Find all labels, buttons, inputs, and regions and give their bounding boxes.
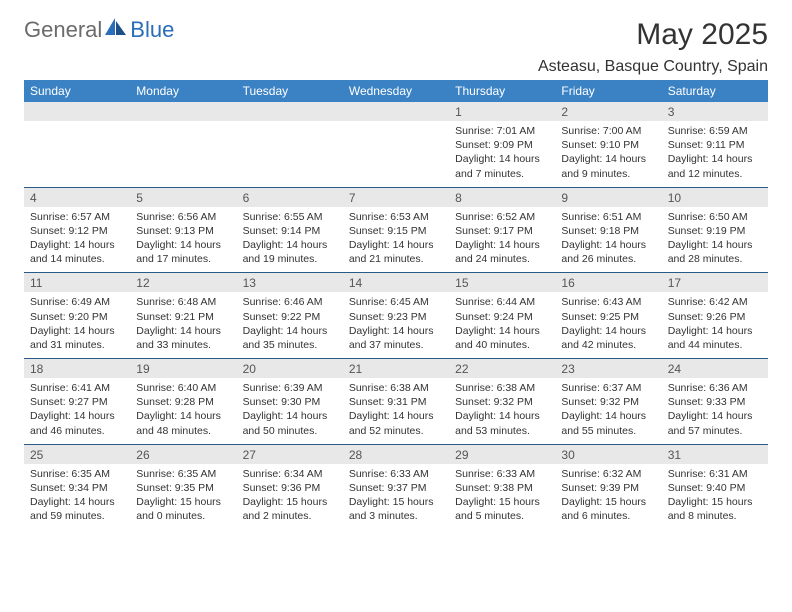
day-detail: Sunrise: 6:38 AM Sunset: 9:32 PM Dayligh… — [449, 378, 555, 444]
weekday-sat: Saturday — [662, 80, 768, 102]
day-detail: Sunrise: 6:55 AM Sunset: 9:14 PM Dayligh… — [237, 207, 343, 273]
day-detail: Sunrise: 6:39 AM Sunset: 9:30 PM Dayligh… — [237, 378, 343, 444]
day-detail: Sunrise: 6:41 AM Sunset: 9:27 PM Dayligh… — [24, 378, 130, 444]
day-number — [24, 102, 130, 121]
day-detail: Sunrise: 6:51 AM Sunset: 9:18 PM Dayligh… — [555, 207, 661, 273]
location-text: Asteasu, Basque Country, Spain — [24, 58, 768, 76]
day-number: 7 — [343, 188, 449, 207]
day-detail: Sunrise: 6:44 AM Sunset: 9:24 PM Dayligh… — [449, 292, 555, 358]
day-detail: Sunrise: 6:43 AM Sunset: 9:25 PM Dayligh… — [555, 292, 661, 358]
detail-row: Sunrise: 6:57 AM Sunset: 9:12 PM Dayligh… — [24, 207, 768, 273]
day-detail: Sunrise: 6:46 AM Sunset: 9:22 PM Dayligh… — [237, 292, 343, 358]
weekday-fri: Friday — [555, 80, 661, 102]
detail-row: Sunrise: 6:35 AM Sunset: 9:34 PM Dayligh… — [24, 464, 768, 530]
day-number: 3 — [662, 102, 768, 121]
day-number: 27 — [237, 445, 343, 464]
day-number: 13 — [237, 273, 343, 292]
day-number: 14 — [343, 273, 449, 292]
daynum-row: 45678910 — [24, 188, 768, 207]
day-number: 18 — [24, 359, 130, 378]
day-detail — [343, 121, 449, 187]
day-detail — [130, 121, 236, 187]
day-number — [343, 102, 449, 121]
day-number: 19 — [130, 359, 236, 378]
day-number: 9 — [555, 188, 661, 207]
day-detail: Sunrise: 6:32 AM Sunset: 9:39 PM Dayligh… — [555, 464, 661, 530]
detail-row: Sunrise: 6:41 AM Sunset: 9:27 PM Dayligh… — [24, 378, 768, 444]
day-number: 5 — [130, 188, 236, 207]
day-number: 12 — [130, 273, 236, 292]
day-detail: Sunrise: 6:42 AM Sunset: 9:26 PM Dayligh… — [662, 292, 768, 358]
day-number: 24 — [662, 359, 768, 378]
weekday-header: Sunday Monday Tuesday Wednesday Thursday… — [24, 80, 768, 102]
weekday-thu: Thursday — [449, 80, 555, 102]
day-number — [130, 102, 236, 121]
page-title: May 2025 — [636, 18, 768, 52]
day-number: 15 — [449, 273, 555, 292]
day-detail: Sunrise: 6:45 AM Sunset: 9:23 PM Dayligh… — [343, 292, 449, 358]
day-detail: Sunrise: 6:56 AM Sunset: 9:13 PM Dayligh… — [130, 207, 236, 273]
day-detail: Sunrise: 6:35 AM Sunset: 9:34 PM Dayligh… — [24, 464, 130, 530]
daynum-row: 11121314151617 — [24, 273, 768, 292]
day-number: 2 — [555, 102, 661, 121]
day-number: 10 — [662, 188, 768, 207]
day-number: 16 — [555, 273, 661, 292]
day-detail: Sunrise: 7:00 AM Sunset: 9:10 PM Dayligh… — [555, 121, 661, 187]
weekday-sun: Sunday — [24, 80, 130, 102]
brand-logo: General Blue — [24, 18, 174, 41]
day-number: 20 — [237, 359, 343, 378]
weekday-tue: Tuesday — [237, 80, 343, 102]
day-detail: Sunrise: 6:52 AM Sunset: 9:17 PM Dayligh… — [449, 207, 555, 273]
day-number: 22 — [449, 359, 555, 378]
day-detail: Sunrise: 6:35 AM Sunset: 9:35 PM Dayligh… — [130, 464, 236, 530]
day-detail: Sunrise: 6:33 AM Sunset: 9:38 PM Dayligh… — [449, 464, 555, 530]
day-detail: Sunrise: 6:33 AM Sunset: 9:37 PM Dayligh… — [343, 464, 449, 530]
day-number: 23 — [555, 359, 661, 378]
day-number: 31 — [662, 445, 768, 464]
brand-part2: Blue — [130, 19, 174, 41]
calendar-page: General Blue May 2025 Asteasu, Basque Co… — [0, 0, 792, 529]
day-number: 11 — [24, 273, 130, 292]
day-detail: Sunrise: 6:53 AM Sunset: 9:15 PM Dayligh… — [343, 207, 449, 273]
day-detail: Sunrise: 6:34 AM Sunset: 9:36 PM Dayligh… — [237, 464, 343, 530]
day-number: 1 — [449, 102, 555, 121]
day-number: 4 — [24, 188, 130, 207]
day-number — [237, 102, 343, 121]
day-number: 26 — [130, 445, 236, 464]
day-number: 8 — [449, 188, 555, 207]
day-detail: Sunrise: 6:37 AM Sunset: 9:32 PM Dayligh… — [555, 378, 661, 444]
day-detail: Sunrise: 7:01 AM Sunset: 9:09 PM Dayligh… — [449, 121, 555, 187]
daynum-row: 25262728293031 — [24, 445, 768, 464]
day-detail: Sunrise: 6:57 AM Sunset: 9:12 PM Dayligh… — [24, 207, 130, 273]
day-detail: Sunrise: 6:59 AM Sunset: 9:11 PM Dayligh… — [662, 121, 768, 187]
day-number: 30 — [555, 445, 661, 464]
day-detail — [237, 121, 343, 187]
day-detail: Sunrise: 6:31 AM Sunset: 9:40 PM Dayligh… — [662, 464, 768, 530]
day-detail: Sunrise: 6:48 AM Sunset: 9:21 PM Dayligh… — [130, 292, 236, 358]
day-number: 25 — [24, 445, 130, 464]
sail-icon — [105, 18, 127, 41]
day-number: 17 — [662, 273, 768, 292]
daynum-row: 18192021222324 — [24, 359, 768, 378]
day-number: 28 — [343, 445, 449, 464]
daynum-row: 123 — [24, 102, 768, 121]
detail-row: Sunrise: 7:01 AM Sunset: 9:09 PM Dayligh… — [24, 121, 768, 187]
day-number: 29 — [449, 445, 555, 464]
brand-part1: General — [24, 19, 102, 41]
weeks-container: 123Sunrise: 7:01 AM Sunset: 9:09 PM Dayl… — [24, 102, 768, 529]
day-detail: Sunrise: 6:36 AM Sunset: 9:33 PM Dayligh… — [662, 378, 768, 444]
weekday-mon: Monday — [130, 80, 236, 102]
day-detail: Sunrise: 6:38 AM Sunset: 9:31 PM Dayligh… — [343, 378, 449, 444]
day-detail — [24, 121, 130, 187]
day-detail: Sunrise: 6:50 AM Sunset: 9:19 PM Dayligh… — [662, 207, 768, 273]
header-row: General Blue May 2025 — [24, 18, 768, 52]
day-number: 21 — [343, 359, 449, 378]
day-detail: Sunrise: 6:49 AM Sunset: 9:20 PM Dayligh… — [24, 292, 130, 358]
day-detail: Sunrise: 6:40 AM Sunset: 9:28 PM Dayligh… — [130, 378, 236, 444]
weekday-wed: Wednesday — [343, 80, 449, 102]
detail-row: Sunrise: 6:49 AM Sunset: 9:20 PM Dayligh… — [24, 292, 768, 358]
day-number: 6 — [237, 188, 343, 207]
